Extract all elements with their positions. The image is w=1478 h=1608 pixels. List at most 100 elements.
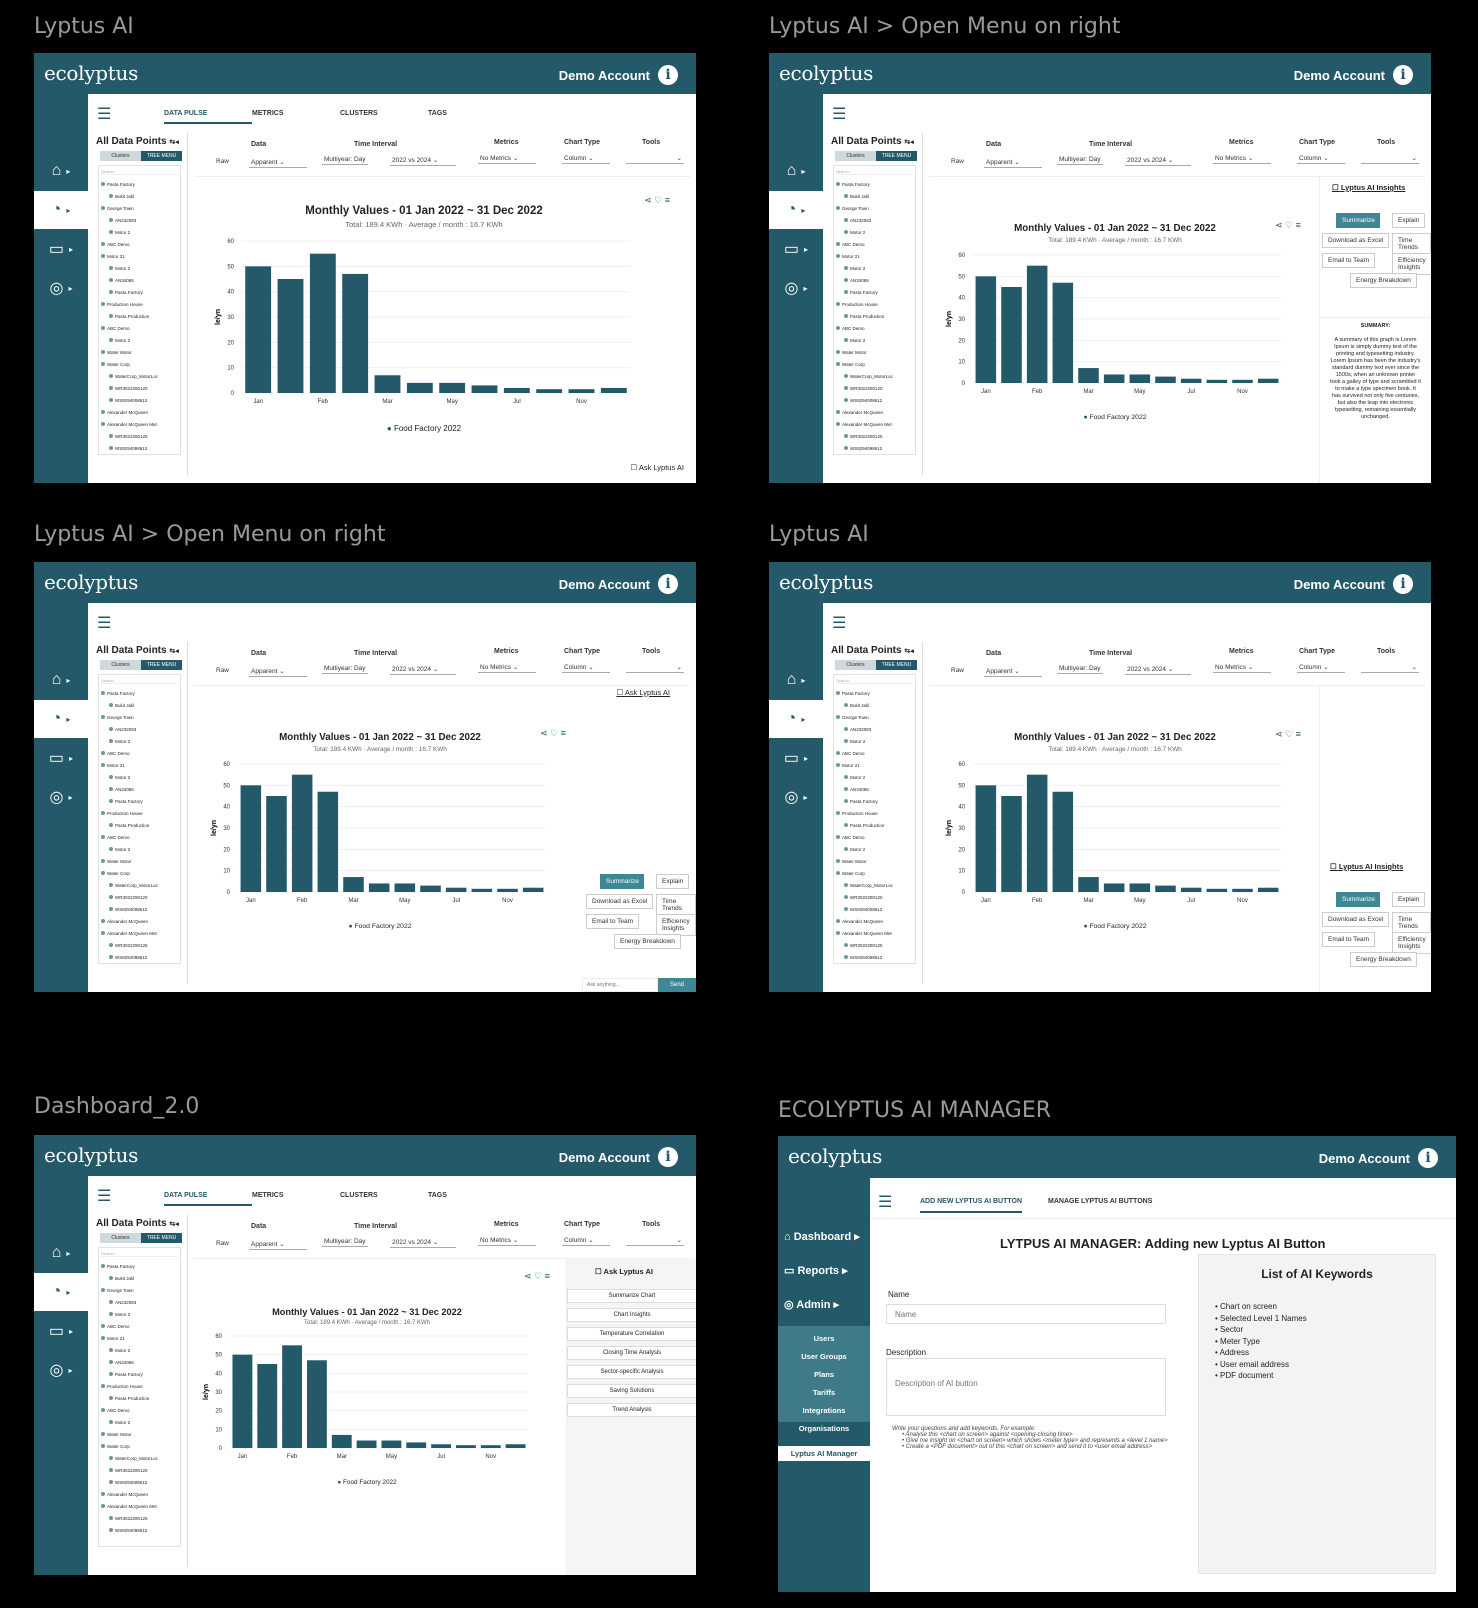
nav-reports[interactable]: ▭ Reports ▸	[784, 1265, 848, 1277]
chart-tools-icons[interactable]: ⋖ ♡ ≡	[1275, 220, 1301, 230]
ai-btn-email[interactable]: Email to Team	[1322, 253, 1376, 268]
tree-toggle[interactable]: Clusters TREE MENU	[835, 151, 917, 161]
tree-item[interactable]: Motor 2	[101, 1308, 178, 1320]
nav-dashboard[interactable]: ⌂ Dashboard ▸	[784, 1231, 860, 1243]
tree-item[interactable]: Motor 21	[101, 250, 178, 262]
multiyear-select[interactable]: Multiyear: Day	[322, 156, 368, 165]
rail-dashboard-icon[interactable]: ◔ ▸	[34, 191, 88, 229]
tree-item[interactable]: George Town	[836, 202, 913, 214]
tree-item[interactable]: Pasta Factory	[836, 178, 913, 190]
rail-dashboard-icon[interactable]: ◔ ▸	[34, 1273, 88, 1311]
ai-action-item[interactable]: Chart Insights	[567, 1308, 696, 1322]
treemenu-tab[interactable]: TREE MENU	[141, 151, 182, 161]
tree-item[interactable]: WR3022290120	[101, 891, 178, 903]
tree-item[interactable]: Alexander McQueen Met	[101, 1500, 178, 1512]
tree-item[interactable]: Bukit Jalil	[836, 190, 913, 202]
tree-item[interactable]: Pasta Factory	[101, 1260, 178, 1272]
ai-btn-energy[interactable]: Energy Breakdown	[1350, 273, 1417, 288]
tree-item[interactable]: ABC Demo	[101, 831, 178, 843]
ai-btn-excel[interactable]: Download as Excel	[1322, 912, 1390, 927]
tree-item[interactable]: ABC Demo	[836, 322, 913, 334]
rail-dashboard-icon[interactable]: ◔ ▸	[769, 191, 823, 229]
ask-input[interactable]	[582, 978, 658, 992]
info-icon[interactable]: i	[1418, 1148, 1438, 1168]
rail-reports-icon[interactable]: ▭ ▸	[783, 241, 809, 258]
rail-reports-icon[interactable]: ▭ ▸	[783, 750, 809, 767]
raw-select[interactable]: Raw	[951, 158, 965, 165]
tools-select[interactable]: ⌄	[626, 153, 684, 164]
ai-action-item[interactable]: Saving Solutions	[567, 1384, 696, 1398]
tree-item[interactable]: Alexander McQueen Met	[836, 418, 913, 430]
tree-item[interactable]: AN232083	[101, 1296, 178, 1308]
tree-item[interactable]: AN34065	[836, 783, 913, 795]
tree-toggle[interactable]: Clusters TREE MENU	[835, 660, 917, 670]
tree-item[interactable]: Pasta Production	[101, 1392, 178, 1404]
clusters-tab[interactable]: Clusters	[835, 660, 876, 670]
subnav-item[interactable]: Integrations	[802, 1406, 846, 1415]
tab-add[interactable]: ADD NEW LYPTUS AI BUTTON	[920, 1198, 1023, 1213]
range-select[interactable]: 2022 vs 2024 ⌄	[390, 155, 456, 166]
tree-item[interactable]: WS8294098612	[101, 951, 178, 963]
tree-item[interactable]: Production House	[101, 1380, 178, 1392]
tree-item[interactable]: Bukit Jalil	[836, 699, 913, 711]
tree-item[interactable]: AN232083	[836, 214, 913, 226]
tree-item[interactable]: AN232083	[101, 214, 178, 226]
tree-item[interactable]: Motor 2	[101, 843, 178, 855]
metrics-select[interactable]: No Metrics ⌄	[478, 662, 536, 673]
rail-home-icon[interactable]: ⌂ ▸	[786, 162, 806, 179]
ask-ai-link[interactable]: ☐ Ask Lyptus AI	[630, 463, 684, 472]
tree-item[interactable]: WR3022290125	[836, 430, 913, 442]
apparent-select[interactable]: Apparent ⌄	[984, 666, 1042, 677]
tree-search[interactable]: Search...	[836, 678, 913, 684]
tools-select[interactable]: ⌄	[1361, 662, 1419, 673]
rail-dashboard-icon[interactable]: ◔ ▸	[34, 700, 88, 738]
info-icon[interactable]: i	[1393, 65, 1413, 85]
chart-tools-icons[interactable]: ⋖ ♡ ≡	[1275, 729, 1301, 739]
tree-item[interactable]: Motor 2	[836, 226, 913, 238]
tab-clusters[interactable]: CLUSTERS	[340, 1192, 378, 1199]
treemenu-tab[interactable]: TREE MENU	[876, 660, 917, 670]
range-select[interactable]: 2022 vs 2024 ⌄	[1125, 664, 1191, 675]
ai-btn-eff[interactable]: Efficiency Insights	[656, 914, 696, 936]
tree-item[interactable]: Production House	[101, 807, 178, 819]
range-select[interactable]: 2022 vs 2024 ⌄	[1125, 155, 1191, 166]
send-button[interactable]: Send	[658, 978, 696, 992]
tree-item[interactable]: AN34065	[101, 274, 178, 286]
tree-item[interactable]: George Town	[836, 711, 913, 723]
tree-item[interactable]: Bukit Jalil	[101, 1272, 178, 1284]
account-name[interactable]: Demo Account	[1293, 576, 1385, 592]
ask-ai-link[interactable]: ☐ Ask Lyptus AI	[616, 688, 670, 697]
rail-home-icon[interactable]: ⌂ ▸	[786, 671, 806, 688]
rail-home-icon[interactable]: ⌂ ▸	[51, 671, 71, 688]
info-icon[interactable]: i	[658, 65, 678, 85]
menu-icon[interactable]: ☰	[832, 615, 847, 632]
tree-item[interactable]: ABC Demo	[101, 1404, 178, 1416]
tree-item[interactable]: Pasta Production	[101, 819, 178, 831]
tree-item[interactable]: Pasta Factory	[836, 795, 913, 807]
tree-item[interactable]: Water Corp	[101, 1440, 178, 1452]
tree-item[interactable]: Motor 21	[836, 759, 913, 771]
ai-btn-excel[interactable]: Download as Excel	[1322, 233, 1390, 248]
tree-search[interactable]: Search...	[101, 1251, 178, 1257]
tree-item[interactable]: Pasta Production	[101, 310, 178, 322]
tree-item[interactable]: Motor 2	[101, 771, 178, 783]
tree-item[interactable]: ABC Demo	[836, 747, 913, 759]
tree-item[interactable]: Pasta Factory	[101, 178, 178, 190]
apparent-select[interactable]: Apparent ⌄	[249, 666, 307, 677]
clusters-tab[interactable]: Clusters	[100, 151, 141, 161]
tab-data-pulse[interactable]: DATA PULSE	[164, 1192, 252, 1206]
tree-item[interactable]: Pasta Production	[836, 819, 913, 831]
raw-select[interactable]: Raw	[216, 158, 230, 165]
tree-item[interactable]: Motor 2	[101, 1416, 178, 1428]
tree-item[interactable]: Water Corp	[101, 358, 178, 370]
apparent-select[interactable]: Apparent ⌄	[249, 157, 307, 168]
tree-item[interactable]: WaterCorp_MotorLoc	[101, 1452, 178, 1464]
tree-item[interactable]: Motor 2	[836, 262, 913, 274]
tree-item[interactable]: Motor 2	[836, 843, 913, 855]
tree-item[interactable]: Motor 21	[101, 1332, 178, 1344]
tree-item[interactable]: ABC Demo	[101, 1320, 178, 1332]
ai-btn-summarize[interactable]: Summarize	[1336, 213, 1380, 228]
ai-btn-energy[interactable]: Energy Breakdown	[614, 934, 681, 949]
tree-item[interactable]: AN232083	[836, 723, 913, 735]
charttype-select[interactable]: Column ⌄	[562, 153, 610, 164]
